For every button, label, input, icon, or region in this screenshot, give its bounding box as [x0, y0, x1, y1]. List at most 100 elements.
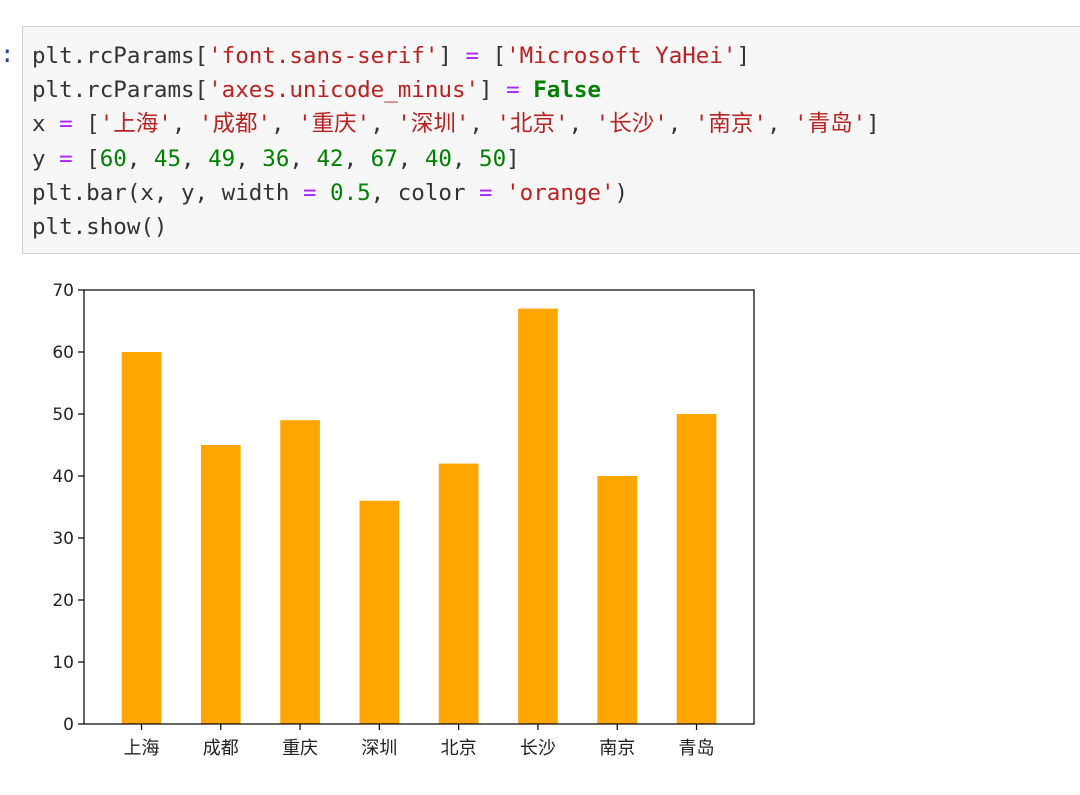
code-token: x — [32, 111, 60, 138]
x-tick-label: 长沙 — [520, 738, 556, 759]
code-token: , — [181, 145, 209, 172]
bar-chart: 0 10 20 30 40 50 60 70 上海 成都 重庆 深圳 北京 长沙 南京 青岛 — [52, 281, 755, 759]
x-tick-label: 北京 — [441, 738, 477, 759]
code-token: ] — [438, 43, 466, 69]
code-line: plt.rcParams['font.sans-serif'] = ['Micr… — [32, 39, 1080, 73]
code-token: plt.rcParams[ — [32, 43, 209, 69]
code-token: , — [126, 145, 154, 172]
code-token: '深圳' — [397, 111, 470, 138]
code-token: '青岛' — [794, 111, 867, 138]
y-tick-label: 10 — [52, 653, 74, 673]
y-ticks-layer: 0 10 20 30 40 50 60 70 — [52, 281, 84, 735]
code-cell[interactable]: plt.rcParams['font.sans-serif'] = ['Micr… — [22, 26, 1080, 254]
code-token: = — [59, 145, 73, 172]
x-tick-label: 成都 — [203, 738, 239, 759]
code-token: plt.show() — [32, 214, 168, 241]
code-token — [520, 77, 534, 103]
code-token: = — [465, 43, 480, 69]
x-tick-label: 重庆 — [282, 738, 318, 759]
code-token: [ — [72, 145, 100, 172]
code-token: 60 — [99, 145, 127, 172]
x-tick-label: 南京 — [599, 738, 635, 759]
code-token: 67 — [370, 145, 398, 172]
code-token: 36 — [262, 145, 290, 172]
code-token: 'font.sans-serif' — [208, 43, 439, 69]
code-token: , — [289, 145, 317, 172]
code-token: '北京' — [496, 111, 569, 138]
code-token: , — [271, 111, 299, 138]
bar — [280, 420, 320, 724]
code-token: 42 — [316, 145, 344, 172]
code-token: ] — [866, 111, 880, 138]
code-token: , — [667, 111, 695, 138]
code-token: 0.5 — [330, 179, 371, 206]
bar — [518, 308, 558, 724]
code-token: , — [766, 111, 795, 138]
code-token: ] — [736, 43, 750, 69]
code-token: '成都' — [198, 111, 272, 138]
code-token: plt.rcParams[ — [32, 77, 209, 104]
code-token: , — [451, 145, 480, 172]
code-line: plt.bar(x, y, width = 0.5, color = 'oran… — [32, 176, 1080, 210]
code-token: 'Microsoft YaHei' — [506, 43, 737, 69]
code-token: '南京' — [694, 111, 767, 138]
x-tick-label: 青岛 — [679, 738, 715, 759]
cell-prompt: : — [0, 40, 15, 68]
code-token: [ — [72, 111, 100, 138]
code-token: y — [32, 145, 60, 172]
bar — [121, 352, 162, 724]
code-token: , — [469, 111, 497, 138]
code-token: ] — [506, 145, 520, 172]
code-token: = — [506, 77, 520, 104]
code-token: , — [343, 145, 371, 172]
bar — [200, 445, 241, 724]
code-token: , — [568, 111, 596, 138]
x-ticks-layer: 上海 成都 重庆 深圳 北京 长沙 南京 青岛 — [123, 724, 715, 759]
code-line: y = [60, 45, 49, 36, 42, 67, 40, 50] — [32, 142, 1080, 176]
code-token: plt.bar(x, y, width — [32, 179, 303, 206]
bar — [597, 476, 638, 724]
axes-layer — [83, 289, 755, 725]
y-tick-label: 60 — [52, 343, 74, 363]
x-tick-label: 上海 — [123, 738, 159, 759]
code-token: 40 — [424, 145, 452, 172]
code-token: 49 — [208, 145, 236, 172]
code-token: 'orange' — [506, 179, 615, 206]
y-tick-label: 40 — [52, 467, 74, 487]
bar — [438, 463, 479, 724]
bars-layer — [121, 308, 717, 724]
bar — [359, 500, 400, 724]
code-token: 50 — [479, 145, 507, 172]
y-tick-label: 30 — [52, 529, 74, 549]
code-token: , color — [370, 179, 480, 206]
code-token: '长沙' — [595, 111, 668, 138]
code-line: plt.rcParams['axes.unicode_minus'] = Fal… — [32, 73, 1080, 107]
code-token: '上海' — [99, 111, 172, 138]
y-tick-label: 20 — [52, 591, 74, 611]
code-token: = — [479, 179, 493, 206]
plot-frame — [83, 289, 755, 725]
code-token: , — [171, 111, 199, 138]
code-token: 'axes.unicode_minus' — [208, 77, 480, 104]
code-token: [ — [479, 43, 507, 69]
y-tick-label: 50 — [52, 405, 74, 425]
code-token: '重庆' — [298, 111, 371, 138]
code-token: ) — [614, 179, 629, 206]
cell-output: 0 10 20 30 40 50 60 70 上海 成都 重庆 深圳 北京 长沙 南京 青岛 — [22, 262, 782, 782]
x-tick-label: 深圳 — [361, 738, 397, 759]
y-tick-label: 0 — [63, 715, 74, 735]
bar — [676, 414, 717, 724]
code-token: , — [370, 111, 398, 138]
code-token — [493, 180, 507, 206]
y-tick-label: 70 — [52, 281, 74, 301]
code-token: , — [235, 145, 263, 172]
code-token — [316, 180, 330, 206]
code-line: x = ['上海', '成都', '重庆', '深圳', '北京', '长沙',… — [32, 107, 1080, 141]
code-token: 45 — [153, 145, 182, 172]
code-token: ] — [479, 77, 507, 104]
code-token: False — [533, 77, 601, 104]
code-token: = — [59, 111, 73, 138]
code-line: plt.show() — [32, 210, 1080, 244]
code-token: , — [397, 145, 425, 172]
code-token: = — [302, 179, 317, 206]
